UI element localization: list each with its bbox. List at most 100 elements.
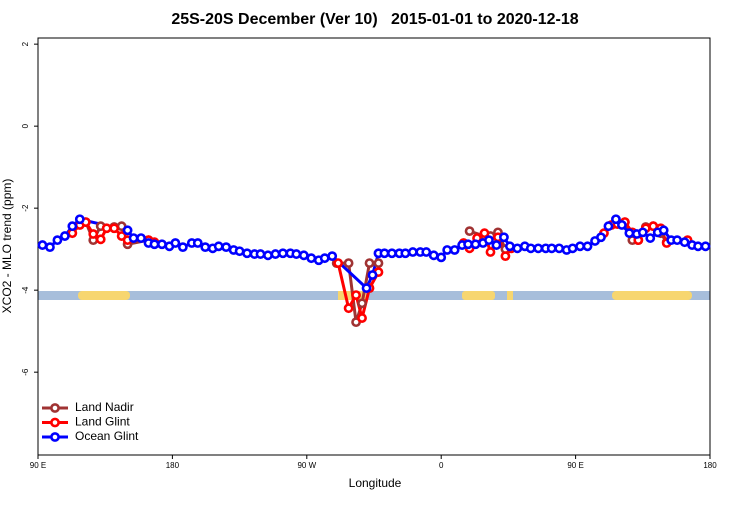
point xyxy=(512,243,523,254)
point xyxy=(343,258,354,269)
point xyxy=(234,246,245,257)
point xyxy=(319,253,330,264)
y-tick-label: -6 xyxy=(21,368,30,376)
y-tick-label: 2 xyxy=(21,41,30,46)
point xyxy=(192,238,203,248)
point xyxy=(306,253,317,264)
plot-frame xyxy=(37,37,711,456)
point xyxy=(291,249,302,259)
point xyxy=(101,223,112,234)
point xyxy=(327,251,338,262)
y-axis-label: XCO2 - MLO trend (ppm) xyxy=(0,179,14,314)
point xyxy=(67,221,78,232)
legend-marker xyxy=(50,403,60,413)
point xyxy=(645,233,656,243)
y-tick-label: 0 xyxy=(21,123,30,128)
point xyxy=(333,258,344,269)
point xyxy=(357,313,367,323)
point xyxy=(400,248,411,259)
point xyxy=(351,290,361,300)
point xyxy=(373,258,384,269)
legend-label: Ocean Glint xyxy=(75,429,139,443)
x-tick-label: 90 E xyxy=(567,461,583,470)
point xyxy=(367,270,378,280)
point xyxy=(428,250,439,261)
point xyxy=(582,241,593,252)
point xyxy=(88,229,99,239)
point xyxy=(470,239,481,250)
x-tick-label: 180 xyxy=(703,461,717,470)
point xyxy=(611,214,621,225)
point xyxy=(500,251,511,262)
legend-marker xyxy=(50,417,60,428)
point xyxy=(693,241,703,252)
point xyxy=(157,239,167,250)
legend-label: Land Nadir xyxy=(75,400,134,414)
y-tick-label: -2 xyxy=(21,204,30,212)
point xyxy=(442,245,453,255)
point xyxy=(59,231,70,241)
point xyxy=(672,235,683,246)
point xyxy=(263,250,273,261)
point xyxy=(298,250,309,261)
point xyxy=(95,234,106,245)
point xyxy=(616,220,627,230)
land-mask xyxy=(38,291,710,300)
x-tick-label: 180 xyxy=(166,461,180,470)
y-tick-label: -4 xyxy=(21,286,30,294)
point xyxy=(52,235,63,246)
point xyxy=(270,249,281,259)
point xyxy=(533,243,544,254)
point xyxy=(679,237,690,248)
land-band xyxy=(612,291,692,300)
point xyxy=(637,227,648,238)
x-axis-label: Longitude xyxy=(349,476,402,490)
point xyxy=(546,243,557,254)
point xyxy=(463,239,473,250)
point xyxy=(255,249,266,259)
ocean-band xyxy=(38,291,710,300)
point xyxy=(109,223,120,234)
point xyxy=(343,303,354,314)
point xyxy=(387,248,397,259)
point xyxy=(122,225,133,236)
point xyxy=(624,228,635,239)
point xyxy=(177,242,188,253)
point xyxy=(278,248,288,259)
point xyxy=(554,243,565,254)
point xyxy=(658,225,669,236)
point xyxy=(357,298,367,309)
point xyxy=(421,247,432,257)
point xyxy=(484,235,494,246)
point xyxy=(479,228,490,239)
point xyxy=(436,252,447,263)
chart-title: 25S-20S December (Ver 10) 2015-01-01 to … xyxy=(171,11,578,28)
legend-marker xyxy=(50,432,60,442)
x-tick-label: 90 W xyxy=(297,461,316,470)
point xyxy=(136,233,146,243)
point xyxy=(45,242,55,253)
point xyxy=(700,241,711,252)
land-band xyxy=(462,291,495,300)
point xyxy=(200,242,211,253)
point xyxy=(170,238,181,248)
point xyxy=(149,239,160,250)
point xyxy=(74,214,85,225)
point xyxy=(575,241,585,252)
point xyxy=(407,247,418,257)
point xyxy=(499,232,509,243)
point xyxy=(504,241,515,252)
point xyxy=(242,248,252,259)
point xyxy=(213,241,224,252)
point xyxy=(379,248,390,259)
point xyxy=(128,233,139,243)
land-band xyxy=(507,291,513,300)
point xyxy=(596,232,606,243)
point xyxy=(364,258,375,269)
point xyxy=(361,283,372,294)
x-tick-label: 90 E xyxy=(30,461,46,470)
point xyxy=(485,247,496,257)
point xyxy=(449,245,460,255)
x-tick-label: 0 xyxy=(439,461,444,470)
